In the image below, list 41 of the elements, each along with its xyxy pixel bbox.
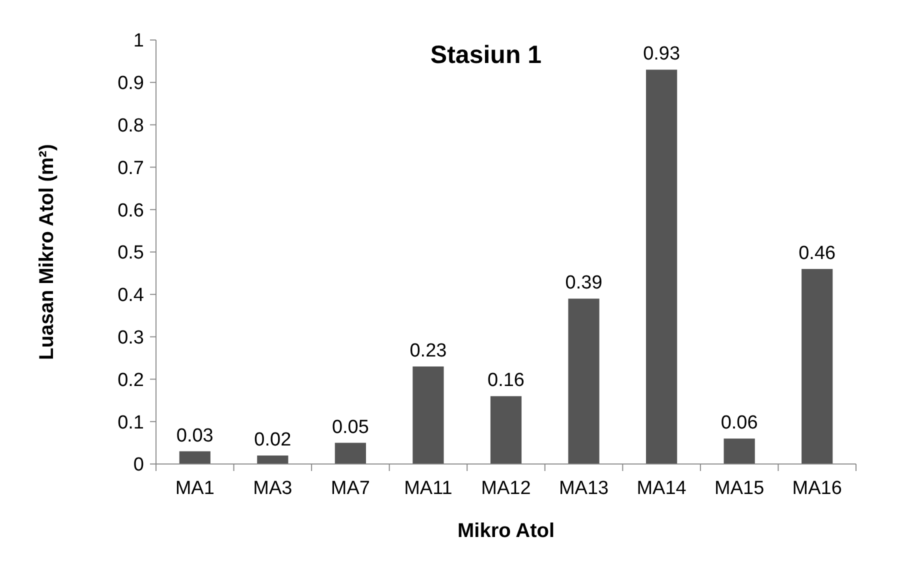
bar xyxy=(646,70,678,464)
x-tick-label: MA15 xyxy=(714,478,764,499)
data-label: 0.16 xyxy=(488,370,524,392)
x-axis-title: Mikro Atol xyxy=(457,520,555,542)
bar xyxy=(802,268,833,464)
y-tick-label: 0.3 xyxy=(118,327,144,348)
data-label: 0.06 xyxy=(720,412,758,434)
bar xyxy=(179,451,210,464)
data-label: 0.23 xyxy=(410,340,447,362)
x-tick-label: MA3 xyxy=(253,478,292,499)
x-tick-label: MA13 xyxy=(558,478,609,499)
y-tick-label: 1 xyxy=(133,30,144,52)
data-label: 0.03 xyxy=(176,425,214,446)
y-tick-label: 0.8 xyxy=(118,115,144,136)
bar xyxy=(568,298,600,464)
x-tick-label: MA12 xyxy=(481,478,531,499)
bar xyxy=(412,366,444,464)
y-tick-label: 0 xyxy=(133,454,144,476)
x-tick-label: MA16 xyxy=(792,478,842,499)
y-tick-label: 0.7 xyxy=(118,158,144,179)
x-tick-label: MA14 xyxy=(636,478,687,499)
data-label: 0.05 xyxy=(332,416,369,438)
bar xyxy=(490,396,522,464)
y-tick-label: 0.4 xyxy=(118,285,144,306)
bar xyxy=(257,456,288,464)
y-tick-label: 0.1 xyxy=(118,412,144,434)
x-tick-label: MA11 xyxy=(404,478,452,499)
data-label: 0.02 xyxy=(254,430,292,451)
x-tick-label: MA7 xyxy=(330,478,370,499)
y-tick-label: 0.2 xyxy=(118,370,144,391)
y-tick-label: 0.6 xyxy=(118,200,144,222)
bar xyxy=(334,442,366,464)
data-label: 0.39 xyxy=(565,272,602,294)
chart-title: Stasiun 1 xyxy=(430,41,542,69)
data-label: 0.46 xyxy=(798,242,836,264)
y-tick-label: 0.5 xyxy=(118,242,144,264)
y-tick-label: 0.9 xyxy=(118,73,144,94)
x-tick-label: MA1 xyxy=(175,478,214,499)
data-label: 0.93 xyxy=(643,44,680,65)
y-axis-title: Luasan Mikro Atol (m²) xyxy=(36,144,58,360)
bar xyxy=(724,438,755,464)
